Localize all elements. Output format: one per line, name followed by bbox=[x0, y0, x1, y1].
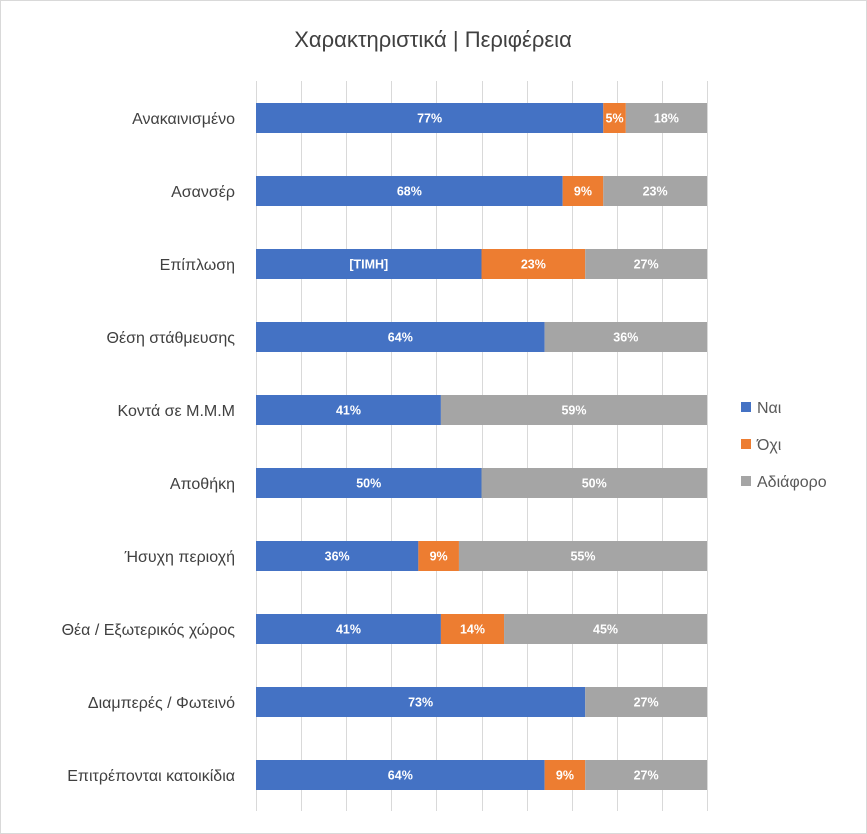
bar-segment bbox=[603, 176, 707, 206]
data-label: 23% bbox=[521, 258, 546, 272]
data-label: 59% bbox=[561, 404, 586, 418]
bar-segment bbox=[585, 687, 707, 717]
category-label: Ανακαινισμένο bbox=[132, 111, 235, 128]
data-label: 77% bbox=[417, 112, 442, 126]
legend: Ναι Όχι Αδιάφορο bbox=[741, 400, 827, 491]
bar-segment bbox=[544, 322, 707, 352]
category-label: Διαμπερές / Φωτεινό bbox=[88, 695, 235, 712]
bar-segment bbox=[440, 614, 505, 644]
data-label: 9% bbox=[430, 550, 448, 564]
legend-swatch bbox=[741, 402, 751, 412]
bar-segment bbox=[256, 687, 586, 717]
bar-segment bbox=[256, 322, 545, 352]
category-label: Ασανσέρ bbox=[171, 184, 235, 201]
chart-title: Χαρακτηριστικά | Περιφέρεια bbox=[294, 27, 572, 52]
bars: 77% 5% 18% 68% 9% 23% [ΤΙΜΗ] 23% 27% 64% 36% 41% 59%… bbox=[256, 103, 707, 790]
data-label: 41% bbox=[336, 404, 361, 418]
data-label: 5% bbox=[606, 112, 624, 126]
bar-segment bbox=[256, 614, 441, 644]
bar-segment bbox=[256, 541, 419, 571]
bar-segment bbox=[440, 395, 707, 425]
category-label: Ήσυχη περιοχή bbox=[124, 549, 235, 566]
legend-swatch bbox=[741, 476, 751, 486]
bar-segment bbox=[256, 103, 604, 133]
data-label: 36% bbox=[325, 550, 350, 564]
data-label: 27% bbox=[634, 696, 659, 710]
legend-label: Ναι bbox=[757, 400, 782, 417]
legend-label: Όχι bbox=[756, 437, 782, 454]
data-label: 73% bbox=[408, 696, 433, 710]
bar-segment bbox=[504, 614, 707, 644]
bar-segment bbox=[256, 176, 563, 206]
category-label: Κοντά σε Μ.Μ.Μ bbox=[118, 403, 236, 420]
data-label: 9% bbox=[574, 185, 592, 199]
data-label: 23% bbox=[643, 185, 668, 199]
bar-segment bbox=[603, 103, 626, 133]
data-label: 18% bbox=[654, 112, 679, 126]
legend-label: Αδιάφορο bbox=[757, 474, 827, 491]
data-label: 50% bbox=[582, 477, 607, 491]
data-label: 14% bbox=[460, 623, 485, 637]
bar-segment bbox=[256, 249, 482, 279]
bar-segment bbox=[256, 760, 545, 790]
data-label: 27% bbox=[634, 769, 659, 783]
data-label: 64% bbox=[388, 769, 413, 783]
bar-segment bbox=[625, 103, 707, 133]
category-labels: Ανακαινισμένο Ασανσέρ Επίπλωση Θέση στάθμευ… bbox=[62, 111, 236, 785]
bar-segment bbox=[256, 395, 441, 425]
category-label: Θέση στάθμευσης bbox=[107, 330, 236, 347]
legend-swatch bbox=[741, 439, 751, 449]
bar-segment bbox=[562, 176, 604, 206]
data-label: 55% bbox=[570, 550, 595, 564]
data-label: 45% bbox=[593, 623, 618, 637]
data-label: 9% bbox=[556, 769, 574, 783]
bar-segment bbox=[585, 760, 707, 790]
category-label: Θέα / Εξωτερικός χώρος bbox=[62, 622, 236, 639]
data-label: 41% bbox=[336, 623, 361, 637]
category-label: Επίπλωση bbox=[160, 257, 235, 274]
category-label: Αποθήκη bbox=[170, 476, 235, 493]
bar-segment bbox=[481, 249, 586, 279]
category-label: Επιτρέπονται κατοικίδια bbox=[67, 768, 235, 785]
bar-segment bbox=[544, 760, 586, 790]
data-label: 68% bbox=[397, 185, 422, 199]
bar-segment bbox=[256, 468, 482, 498]
data-label: 27% bbox=[634, 258, 659, 272]
bar-segment bbox=[418, 541, 459, 571]
bar-segment bbox=[481, 468, 707, 498]
data-label: 36% bbox=[613, 331, 638, 345]
data-label: [ΤΙΜΗ] bbox=[349, 258, 388, 272]
data-label: 50% bbox=[356, 477, 381, 491]
bar-segment bbox=[458, 541, 707, 571]
data-label: 64% bbox=[388, 331, 413, 345]
bar-segment bbox=[585, 249, 707, 279]
